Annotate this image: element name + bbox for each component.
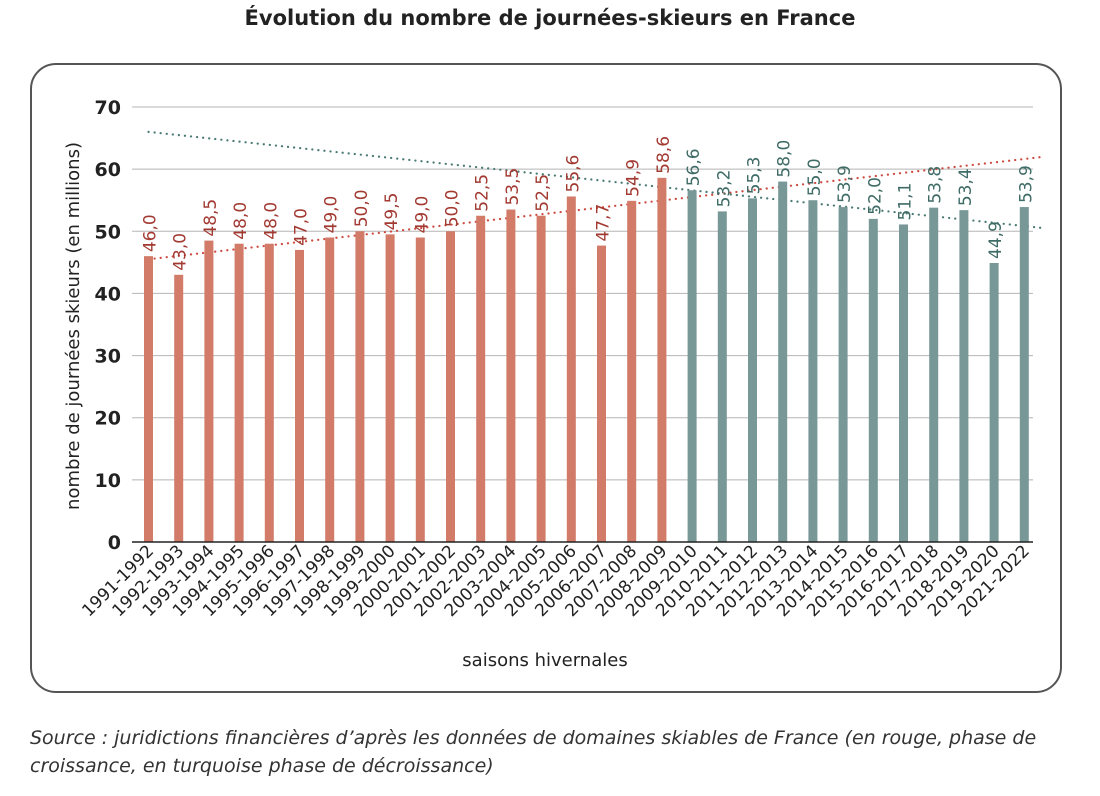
- y-tick-label: 50: [95, 221, 121, 243]
- bar: [234, 243, 244, 542]
- bar: [959, 210, 969, 542]
- y-tick-label: 60: [95, 159, 121, 181]
- data-label: 44,9: [986, 221, 1006, 259]
- data-label: 51,1: [896, 183, 916, 221]
- data-label: 49,5: [382, 193, 402, 231]
- bar: [174, 274, 184, 542]
- y-axis-label: nombre de journées skieurs (en millions): [63, 142, 84, 510]
- bar: [687, 190, 697, 542]
- data-label: 55,0: [805, 158, 825, 196]
- data-label: 47,0: [292, 208, 312, 246]
- bar: [929, 207, 939, 542]
- bar: [989, 262, 999, 542]
- data-label: 50,0: [443, 189, 463, 227]
- bar: [476, 215, 486, 542]
- bar: [899, 224, 908, 542]
- data-label: 50,0: [352, 189, 372, 227]
- chart-frame: [30, 63, 1062, 693]
- bar: [385, 234, 395, 542]
- bar: [506, 209, 516, 543]
- data-label: 58,6: [654, 136, 674, 174]
- bar: [144, 256, 153, 542]
- y-tick-label: 70: [95, 97, 121, 119]
- data-label: 54,9: [624, 159, 644, 197]
- data-label: 58,0: [775, 140, 795, 178]
- bar: [204, 240, 214, 542]
- data-label: 53,4: [956, 168, 976, 206]
- x-axis-label: saisons hivernales: [462, 650, 627, 671]
- bar: [627, 200, 637, 543]
- data-label: 48,0: [231, 202, 251, 240]
- data-label: 56,6: [684, 148, 704, 186]
- source-note: Source : juridictions financières d’aprè…: [30, 727, 1037, 777]
- data-label: 52,0: [865, 177, 885, 215]
- bar: [1019, 207, 1029, 543]
- bar: [748, 198, 757, 542]
- bar: [446, 231, 455, 543]
- bar: [295, 249, 304, 542]
- bar: [355, 231, 365, 543]
- bar: [536, 215, 546, 542]
- data-label: 55,3: [745, 156, 765, 194]
- data-label: 48,0: [261, 202, 281, 240]
- data-label: 52,5: [473, 174, 493, 212]
- bar: [597, 245, 606, 543]
- data-label: 43,0: [171, 233, 191, 271]
- data-label: 48,5: [201, 199, 221, 237]
- data-label: 53,8: [926, 166, 946, 204]
- bar: [717, 211, 727, 542]
- bar: [657, 177, 667, 543]
- y-tick-label: 20: [95, 408, 121, 430]
- y-tick-label: 40: [95, 283, 121, 305]
- y-tick-label: 0: [108, 532, 121, 554]
- bar: [838, 207, 848, 543]
- data-label: 49,0: [412, 196, 432, 234]
- bar: [264, 243, 274, 542]
- decline-trendline: [147, 130, 1046, 230]
- y-tick-label: 10: [95, 470, 121, 492]
- data-label: 46,0: [141, 214, 161, 252]
- bar-chart: 0 10 20 30 40 50 60 70 46,0 43,0 48,5 48,0 48,0 47,0 4…: [63, 97, 1046, 671]
- data-label: 53,9: [1016, 165, 1036, 203]
- data-label: 53,5: [503, 168, 523, 206]
- data-label: 55,6: [563, 155, 583, 193]
- chart-title: Évolution du nombre de journées-skieurs …: [244, 6, 856, 30]
- data-label: 53,2: [714, 170, 734, 208]
- bar: [868, 218, 878, 542]
- data-label: 47,7: [594, 204, 614, 242]
- bar: [566, 196, 576, 542]
- data-label: 52,5: [533, 174, 553, 212]
- bar: [808, 200, 818, 542]
- bar: [325, 237, 335, 542]
- bar: [415, 237, 425, 542]
- y-tick-label: 30: [95, 346, 121, 368]
- data-label: 53,9: [835, 165, 855, 203]
- data-label: 49,0: [322, 196, 342, 234]
- growth-trendline: [147, 155, 1046, 261]
- bar: [778, 181, 788, 543]
